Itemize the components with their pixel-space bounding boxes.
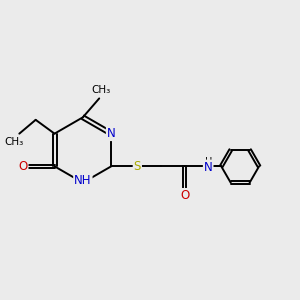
Text: CH₃: CH₃ [4,136,23,147]
Text: O: O [180,189,189,202]
Text: S: S [134,160,141,173]
Text: N: N [107,127,116,140]
Text: O: O [18,160,28,173]
Text: H: H [205,157,212,167]
Text: CH₃: CH₃ [92,85,111,95]
Text: NH: NH [74,174,92,188]
Text: N: N [204,160,213,174]
